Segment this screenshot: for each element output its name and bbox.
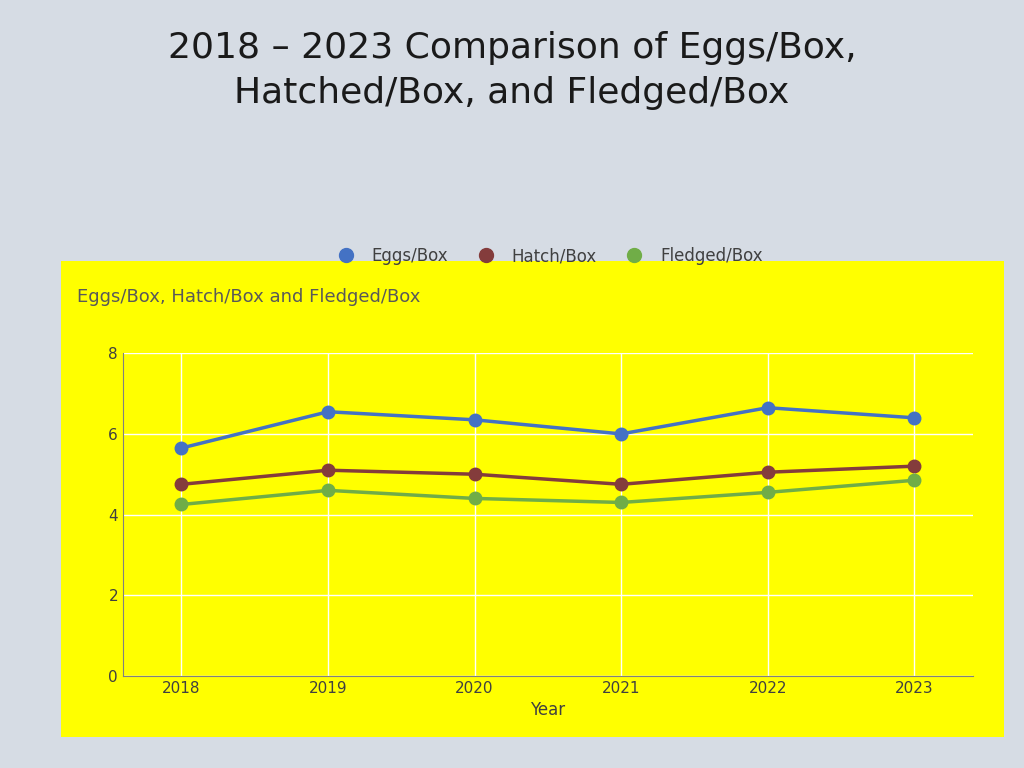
Eggs/Box (175, 443, 187, 452)
Legend: Eggs/Box, Hatch/Box, Fledged/Box: Eggs/Box, Hatch/Box, Fledged/Box (325, 239, 771, 273)
Hatch/Box (322, 465, 334, 475)
Hatch/Box (615, 480, 628, 489)
Line: Fledged/Box: Fledged/Box (175, 474, 921, 511)
Text: Eggs/Box, Hatch/Box and Fledged/Box: Eggs/Box, Hatch/Box and Fledged/Box (77, 288, 420, 306)
Fledged/Box (468, 494, 480, 503)
Fledged/Box (615, 498, 628, 507)
X-axis label: Year: Year (530, 701, 565, 720)
Fledged/Box (762, 488, 774, 497)
Fledged/Box (908, 475, 921, 485)
Text: 2018 – 2023 Comparison of Eggs/Box,
Hatched/Box, and Fledged/Box: 2018 – 2023 Comparison of Eggs/Box, Hatc… (168, 31, 856, 110)
Eggs/Box (468, 415, 480, 425)
Eggs/Box (615, 429, 628, 439)
Hatch/Box (468, 470, 480, 479)
Eggs/Box (908, 413, 921, 422)
Eggs/Box (762, 403, 774, 412)
Eggs/Box (322, 407, 334, 416)
Hatch/Box (762, 468, 774, 477)
Hatch/Box (908, 462, 921, 471)
Line: Hatch/Box: Hatch/Box (175, 460, 921, 491)
Fledged/Box (175, 500, 187, 509)
Line: Eggs/Box: Eggs/Box (175, 402, 921, 455)
Hatch/Box (175, 480, 187, 489)
Fledged/Box (322, 486, 334, 495)
